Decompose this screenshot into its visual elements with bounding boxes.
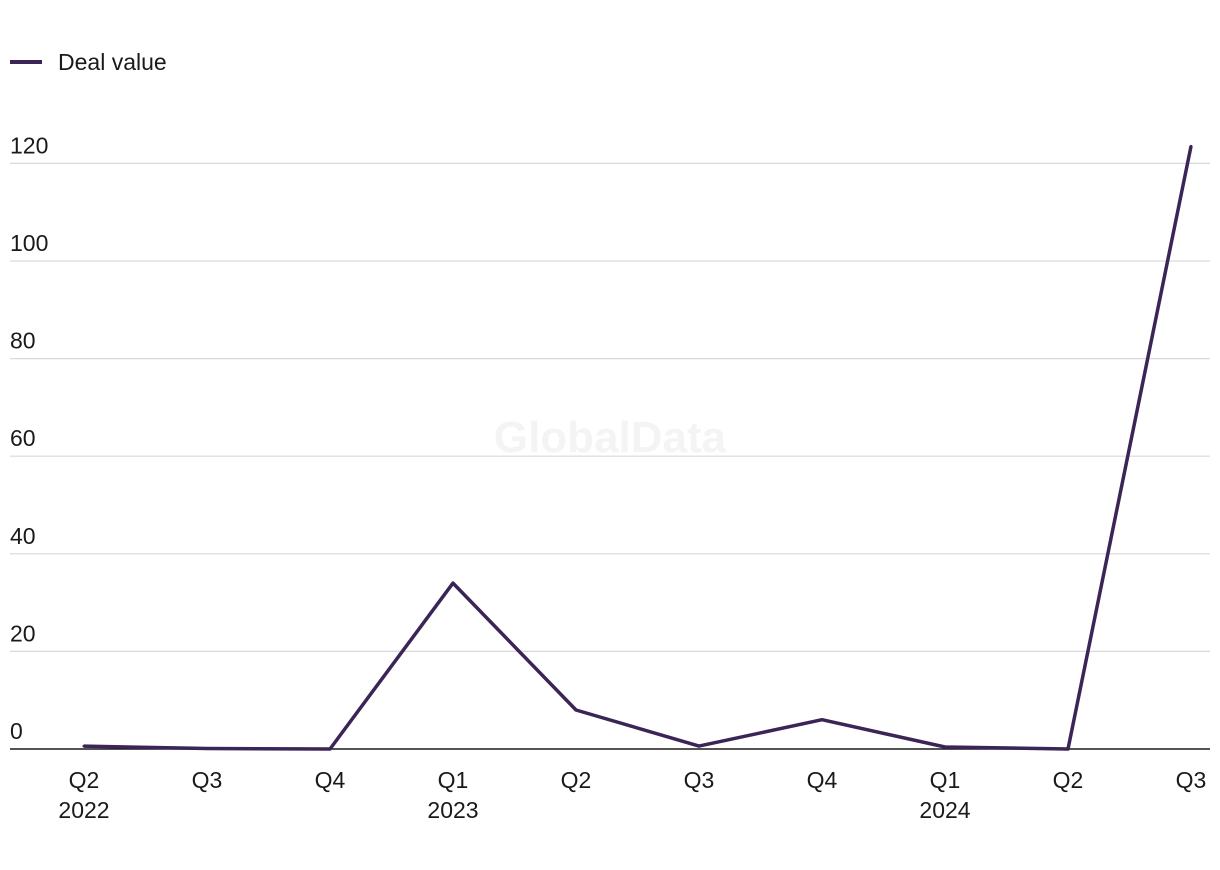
data-point-0-3 bbox=[451, 581, 455, 585]
x-tick-label-8: Q2 bbox=[1053, 767, 1084, 793]
watermark-text: GlobalData bbox=[494, 413, 727, 462]
data-point-0-1 bbox=[205, 747, 209, 751]
data-point-0-4 bbox=[574, 708, 578, 712]
x-tick-year-label-7: 2024 bbox=[919, 797, 970, 823]
legend: Deal value bbox=[10, 49, 167, 75]
y-tick-label-40: 40 bbox=[10, 523, 36, 549]
data-point-0-7 bbox=[943, 745, 947, 749]
x-tick-label-2: Q4 bbox=[315, 767, 346, 793]
data-point-0-5 bbox=[697, 744, 701, 748]
data-point-0-2 bbox=[328, 747, 332, 751]
x-tick-label-7: Q1 bbox=[930, 767, 961, 793]
x-tick-year-label-3: 2023 bbox=[427, 797, 478, 823]
data-point-0-8 bbox=[1066, 747, 1070, 751]
x-tick-label-4: Q2 bbox=[561, 767, 592, 793]
data-point-0-9 bbox=[1189, 144, 1193, 148]
y-tick-label-120: 120 bbox=[10, 132, 48, 158]
legend-label: Deal value bbox=[58, 49, 167, 75]
x-tick-label-0: Q2 bbox=[69, 767, 100, 793]
x-tick-label-6: Q4 bbox=[807, 767, 838, 793]
grid-lines bbox=[10, 162, 1210, 750]
x-tick-label-5: Q3 bbox=[684, 767, 715, 793]
x-axis-tick-labels: Q2 2022 Q3 Q4 Q1 2023 Q2 Q3 Q4 Q1 2024 Q2 Q3 bbox=[58, 767, 1206, 823]
x-tick-label-9: Q3 bbox=[1176, 767, 1207, 793]
y-tick-label-0: 0 bbox=[10, 718, 23, 744]
x-tick-label-3: Q1 bbox=[438, 767, 469, 793]
series-line-0 bbox=[83, 145, 1193, 751]
y-axis-tick-labels: 0 20 40 60 80 100 120 bbox=[10, 132, 48, 744]
series-deal-value bbox=[82, 144, 1193, 751]
y-tick-label-80: 80 bbox=[10, 328, 36, 354]
data-point-0-0 bbox=[82, 744, 86, 748]
y-tick-label-20: 20 bbox=[10, 620, 36, 646]
data-point-0-6 bbox=[820, 718, 824, 722]
x-tick-year-label-0: 2022 bbox=[58, 797, 109, 823]
y-tick-label-60: 60 bbox=[10, 425, 36, 451]
x-tick-label-1: Q3 bbox=[192, 767, 223, 793]
y-tick-label-100: 100 bbox=[10, 230, 48, 256]
